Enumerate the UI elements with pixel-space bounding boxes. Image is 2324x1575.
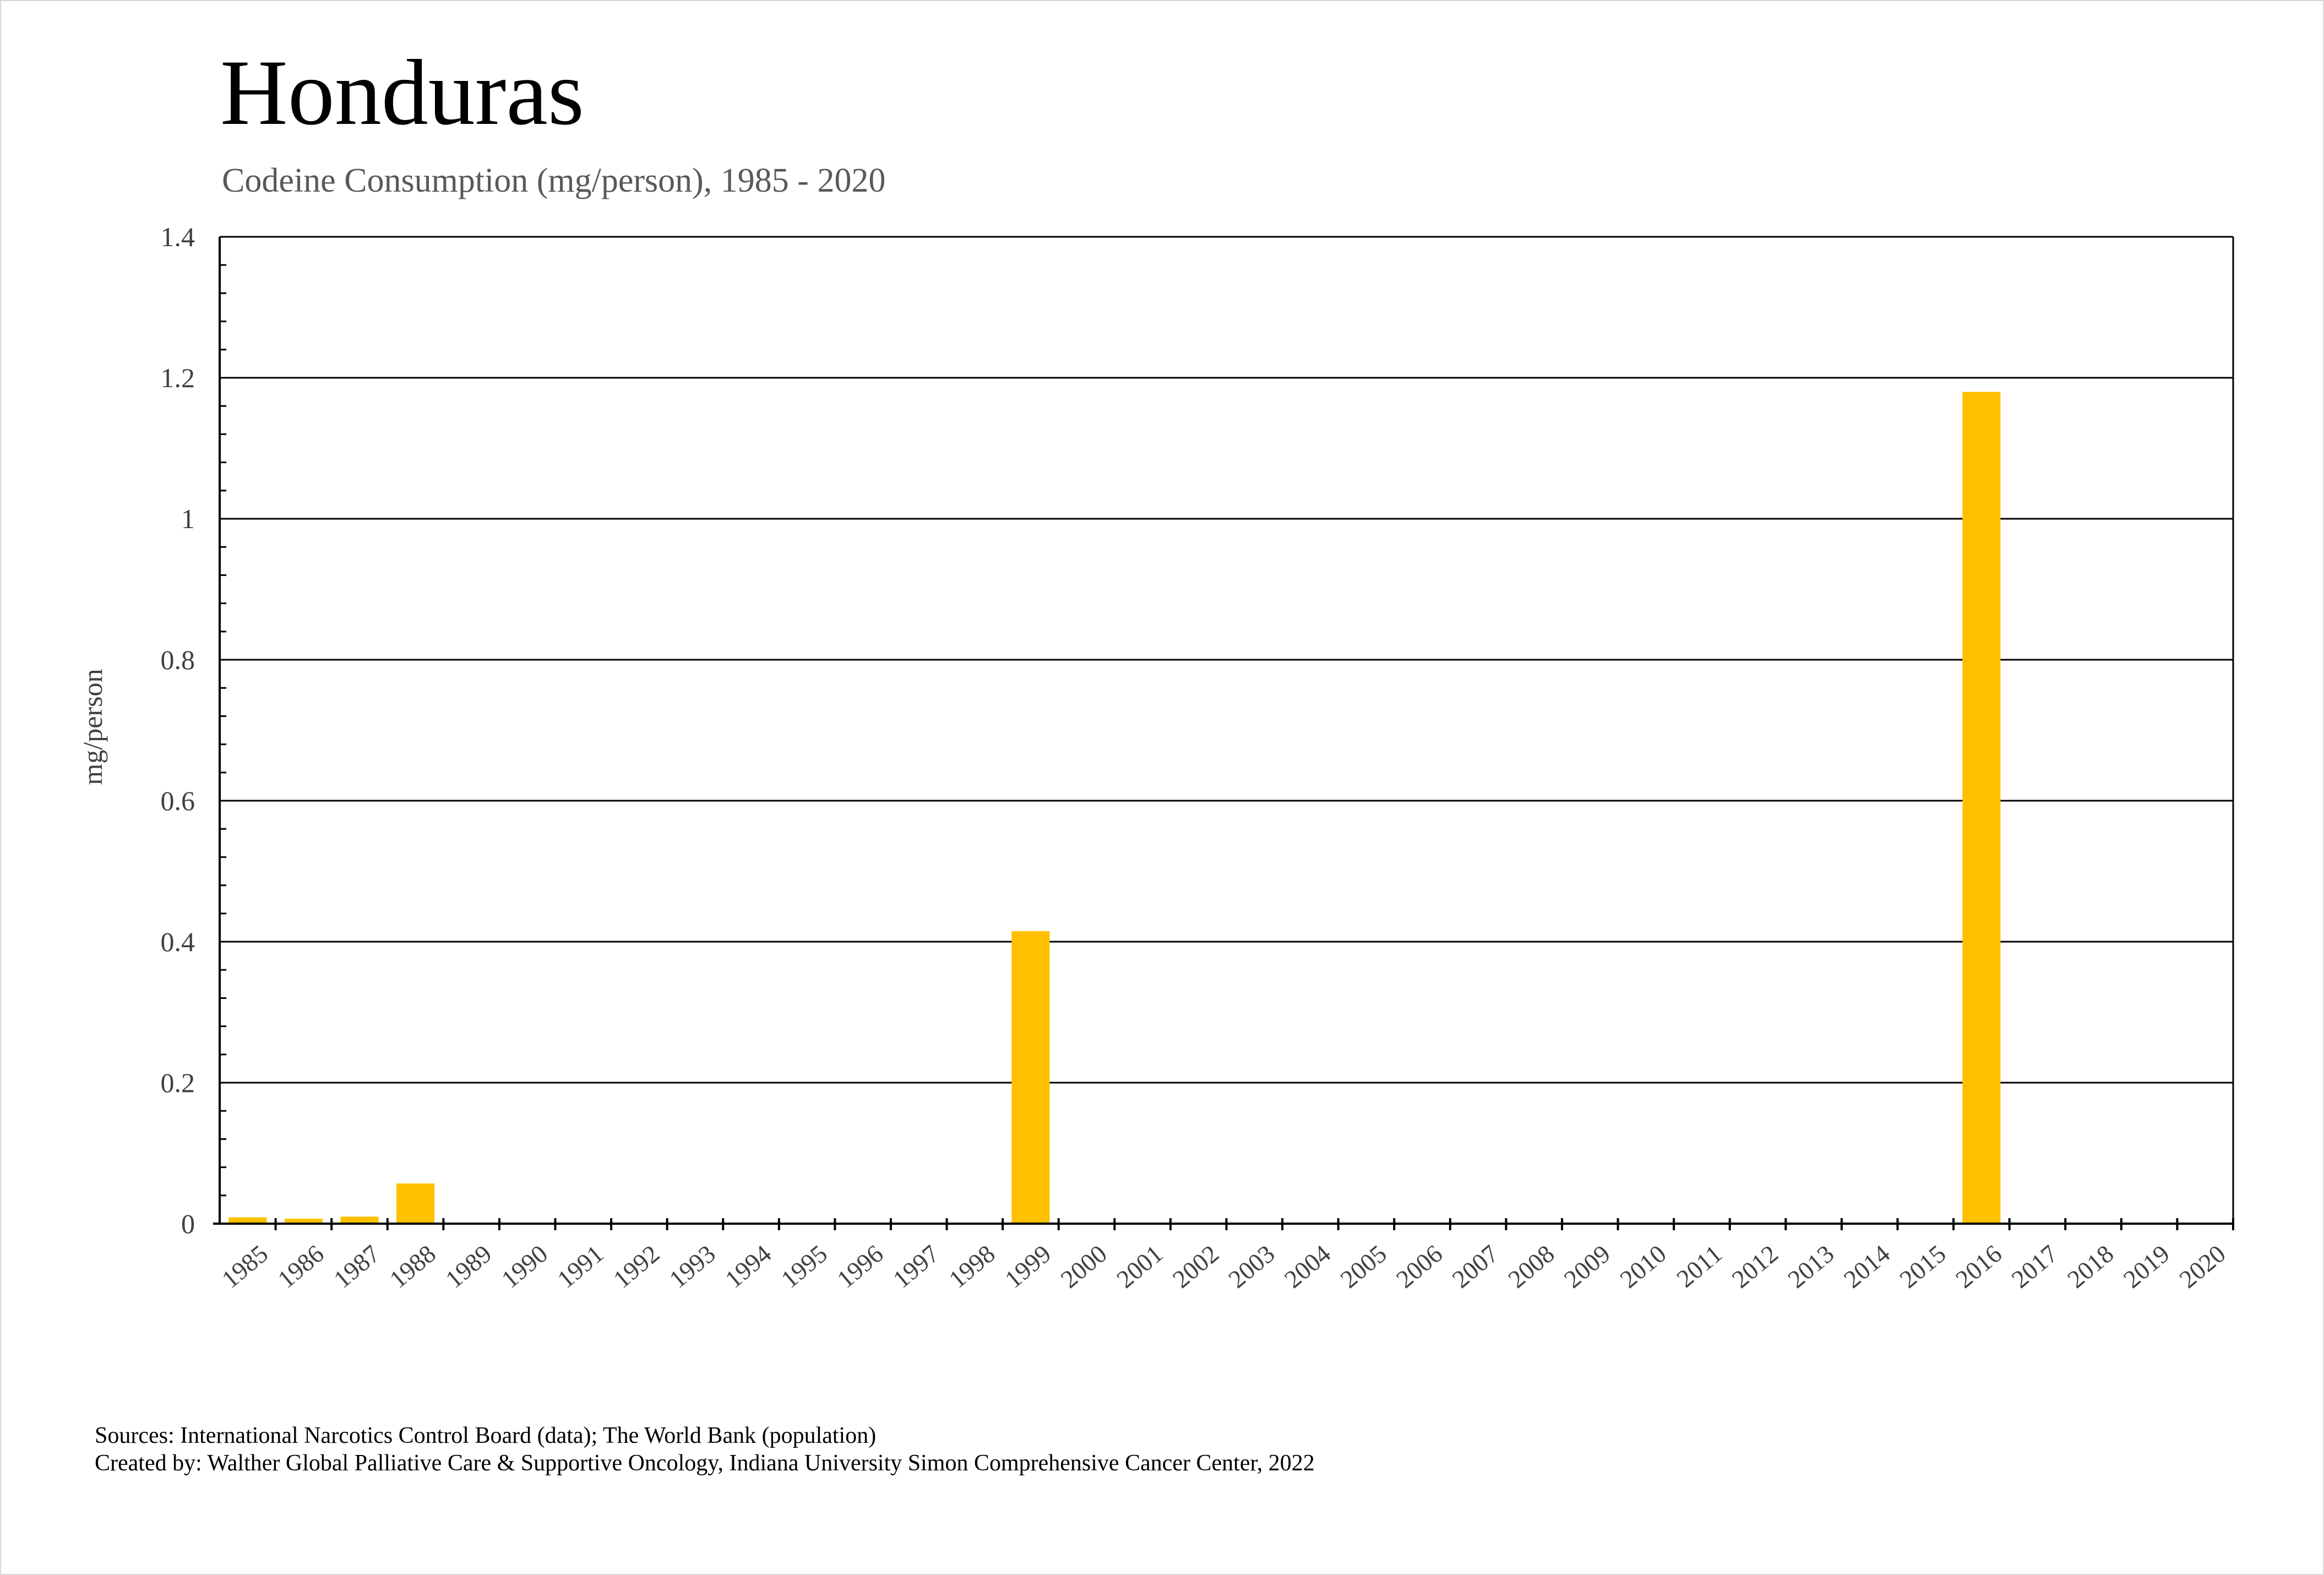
bar-1987 bbox=[340, 1216, 379, 1224]
x-tick-label: 1993 bbox=[664, 1240, 721, 1294]
x-tick-label: 1990 bbox=[496, 1240, 553, 1294]
bar-2016 bbox=[1962, 392, 2001, 1224]
x-tick-label: 2018 bbox=[2062, 1240, 2119, 1294]
x-tick-label: 1996 bbox=[831, 1240, 888, 1294]
x-tick-label: 2015 bbox=[1894, 1240, 1951, 1294]
chart-title: Honduras bbox=[220, 41, 584, 144]
y-tick-label: 1.2 bbox=[161, 362, 195, 393]
footer-sources: Sources: International Narcotics Control… bbox=[95, 1423, 876, 1448]
bar-1985 bbox=[228, 1217, 267, 1224]
x-tick-label: 2007 bbox=[1447, 1240, 1504, 1294]
x-tick-label: 1992 bbox=[608, 1240, 665, 1294]
x-tick-label: 2017 bbox=[2006, 1240, 2063, 1294]
x-tick-label: 2016 bbox=[1950, 1240, 2007, 1294]
y-tick-label: 0.2 bbox=[161, 1067, 195, 1098]
x-tick-label: 2003 bbox=[1223, 1240, 1280, 1294]
x-tick-label: 1991 bbox=[552, 1240, 608, 1294]
bar-1986 bbox=[284, 1219, 323, 1224]
x-tick-label: 1988 bbox=[384, 1240, 441, 1294]
x-tick-label: 1999 bbox=[999, 1240, 1056, 1294]
x-tick-label: 2004 bbox=[1279, 1240, 1336, 1294]
x-tick-label: 1986 bbox=[273, 1240, 329, 1294]
x-tick-label: 2005 bbox=[1335, 1240, 1392, 1294]
x-tick-label: 2014 bbox=[1838, 1240, 1895, 1294]
x-tick-label: 1994 bbox=[720, 1240, 776, 1294]
x-tick-label: 2008 bbox=[1503, 1240, 1559, 1294]
chart-subtitle: Codeine Consumption (mg/person), 1985 - … bbox=[222, 162, 885, 199]
x-tick-label: 2011 bbox=[1671, 1240, 1727, 1293]
y-tick-label: 0.6 bbox=[161, 785, 195, 816]
x-tick-label: 2012 bbox=[1727, 1240, 1783, 1294]
x-tick-label: 1985 bbox=[216, 1240, 273, 1294]
x-tick-label: 1998 bbox=[944, 1240, 1000, 1294]
x-tick-label: 1995 bbox=[776, 1240, 832, 1294]
y-tick-label: 1 bbox=[181, 503, 195, 534]
x-tick-label: 2006 bbox=[1391, 1240, 1447, 1294]
y-tick-label: 1.4 bbox=[161, 221, 195, 252]
x-tick-label: 2020 bbox=[2174, 1240, 2230, 1294]
y-tick-label: 0.4 bbox=[161, 926, 195, 957]
x-tick-label: 2000 bbox=[1055, 1240, 1112, 1294]
x-tick-label: 1989 bbox=[440, 1240, 497, 1294]
x-tick-label: 2019 bbox=[2118, 1240, 2175, 1294]
y-tick-label: 0.8 bbox=[161, 644, 195, 675]
bar-1999 bbox=[1011, 931, 1050, 1224]
x-tick-label: 2010 bbox=[1615, 1240, 1672, 1294]
bar-1988 bbox=[396, 1183, 435, 1224]
x-tick-label: 2002 bbox=[1167, 1240, 1224, 1294]
x-tick-label: 1987 bbox=[328, 1240, 385, 1294]
x-tick-label: 2009 bbox=[1559, 1240, 1615, 1294]
y-axis-label: mg/person bbox=[77, 669, 108, 785]
x-tick-label: 2001 bbox=[1111, 1240, 1168, 1294]
footer-created-by: Created by: Walther Global Palliative Ca… bbox=[95, 1451, 1315, 1476]
x-tick-label: 2013 bbox=[1782, 1240, 1839, 1294]
x-tick-label: 1997 bbox=[888, 1240, 944, 1294]
y-tick-label: 0 bbox=[181, 1208, 195, 1239]
